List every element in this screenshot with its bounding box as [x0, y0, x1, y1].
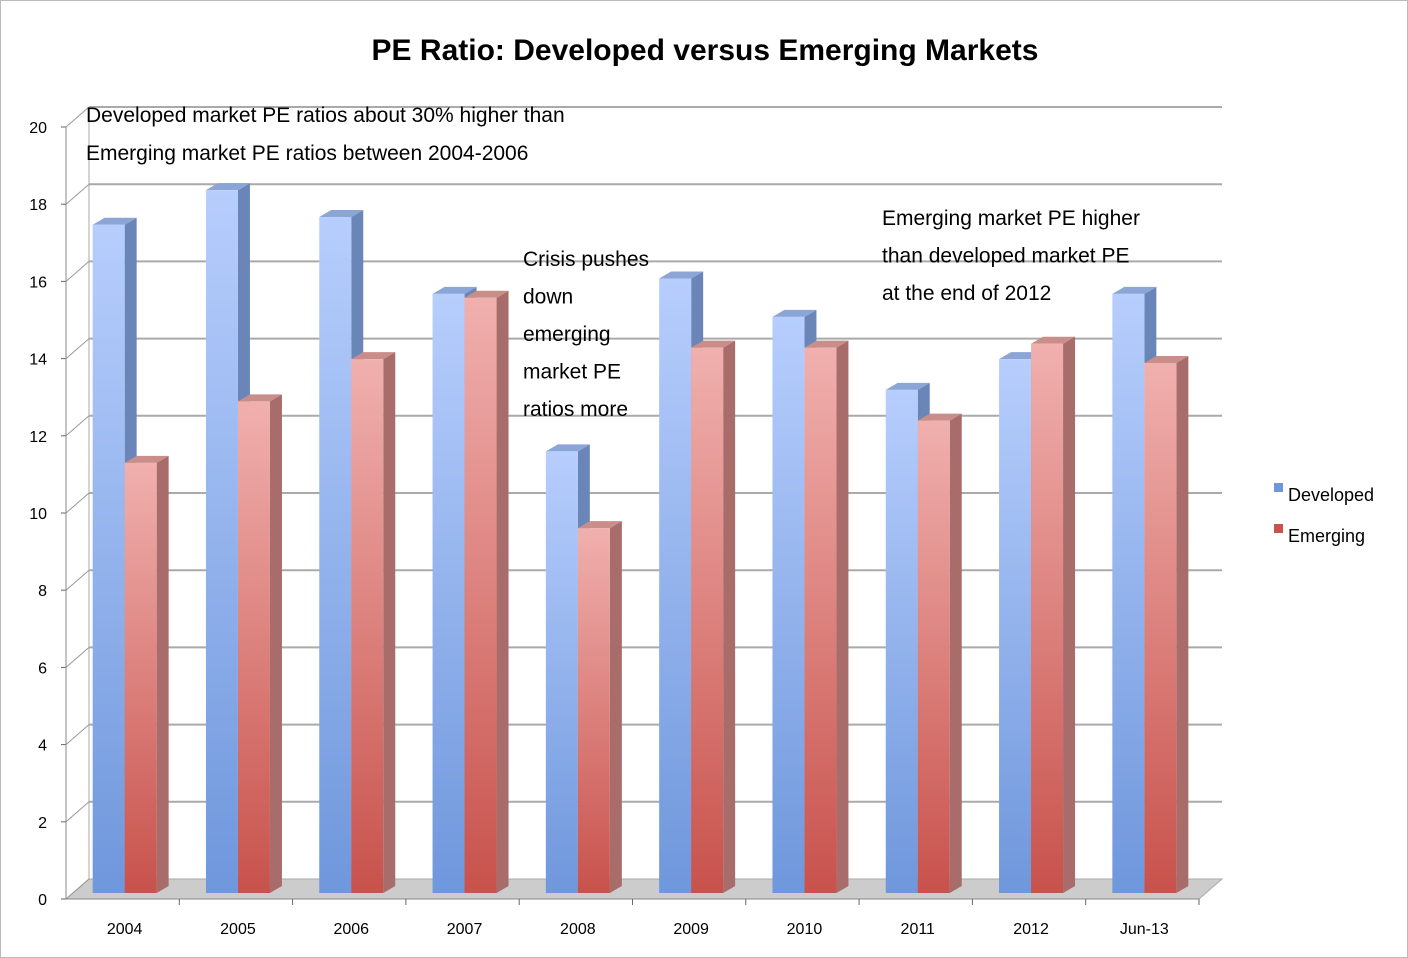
- bar-side: [836, 340, 849, 893]
- annotation: at the end of 2012: [882, 282, 1051, 305]
- gridline-side: [65, 724, 90, 745]
- bar-top: [237, 394, 282, 402]
- x-tick-label: 2010: [787, 921, 823, 938]
- gridline-side: [65, 106, 90, 128]
- bar-developed: [885, 389, 918, 893]
- bar-developed: [1112, 293, 1145, 893]
- annotation: ratios more: [523, 398, 628, 421]
- annotation: emerging: [523, 323, 611, 346]
- bar-top: [917, 413, 962, 421]
- x-tick-label: 2004: [107, 921, 143, 938]
- x-tick-label: 2009: [673, 921, 709, 938]
- bar-side: [156, 455, 169, 893]
- bar-emerging: [577, 528, 610, 893]
- bar-side: [949, 413, 962, 893]
- bar-developed: [659, 278, 692, 893]
- bar-top: [691, 340, 736, 348]
- x-tick-label: 2005: [220, 921, 256, 938]
- y-tick-label: 4: [38, 738, 47, 755]
- bar-side: [1063, 336, 1076, 893]
- y-tick-label: 10: [29, 506, 47, 523]
- y-tick-label: 6: [38, 660, 47, 677]
- y-tick-label: 8: [38, 583, 47, 600]
- y-tick-label: 16: [29, 274, 47, 291]
- legend-swatch: [1274, 524, 1283, 533]
- bar-emerging: [351, 359, 384, 893]
- bar-top: [1144, 355, 1189, 363]
- gridline-side: [65, 492, 90, 514]
- bar-side: [383, 352, 396, 893]
- annotation: than developed market PE: [882, 245, 1130, 268]
- y-tick-label: 0: [38, 892, 47, 909]
- bar-emerging: [464, 297, 497, 893]
- gridline-side: [65, 878, 90, 900]
- gridline-side: [65, 801, 90, 823]
- annotation: market PE: [523, 361, 621, 384]
- bar-top: [885, 382, 930, 390]
- bar-side: [496, 290, 509, 893]
- annotation: Crisis pushes: [523, 248, 649, 271]
- y-tick-label: 20: [29, 120, 47, 137]
- bar-top: [577, 521, 622, 529]
- bar-top: [804, 340, 849, 348]
- bar-developed: [205, 190, 238, 893]
- legend-swatch: [1274, 483, 1283, 492]
- bar-top: [772, 309, 817, 317]
- y-tick-label: 18: [29, 197, 47, 214]
- annotation: Emerging market PE ratios between 2004-2…: [86, 142, 528, 165]
- bar-developed: [432, 293, 465, 893]
- y-tick-label: 2: [38, 815, 47, 832]
- bar-emerging: [1031, 343, 1064, 893]
- y-tick-label: 14: [29, 352, 47, 369]
- bar-top: [659, 271, 704, 279]
- x-tick-label: 2008: [560, 921, 596, 938]
- chart-title: PE Ratio: Developed versus Emerging Mark…: [372, 34, 1039, 67]
- annotation: Emerging market PE higher: [882, 207, 1140, 230]
- bar-top: [464, 290, 509, 298]
- bar-developed: [772, 316, 805, 893]
- gridline-side: [65, 183, 90, 205]
- x-tick-label: 2011: [901, 921, 936, 938]
- gridline-side: [65, 338, 90, 359]
- bar-top: [1031, 336, 1076, 344]
- y-tick-label: 12: [29, 429, 47, 446]
- bar-developed: [319, 217, 352, 893]
- bar-emerging: [237, 401, 270, 893]
- bar-emerging: [691, 347, 724, 893]
- bar-top: [1112, 286, 1157, 294]
- bar-developed: [545, 451, 578, 893]
- bar-emerging: [804, 347, 837, 893]
- bar-top: [205, 183, 250, 191]
- annotation: Developed market PE ratios about 30% hig…: [86, 104, 565, 127]
- bar-side: [609, 521, 622, 893]
- bar-top: [124, 455, 169, 463]
- bar-top: [92, 217, 137, 225]
- bar-emerging: [124, 462, 157, 893]
- bar-top: [545, 444, 590, 452]
- bar-emerging: [917, 420, 950, 893]
- gridline-side: [65, 415, 90, 437]
- bar-side: [1176, 355, 1189, 893]
- annotation: down: [523, 286, 573, 309]
- x-tick-label: 2012: [1013, 921, 1049, 938]
- bar-emerging: [1144, 362, 1177, 893]
- x-tick-label: Jun-13: [1120, 921, 1169, 938]
- bar-top: [351, 352, 396, 360]
- bar-top: [319, 210, 364, 218]
- gridline-side: [65, 569, 90, 591]
- gridline-side: [65, 261, 90, 282]
- legend-label: Emerging: [1288, 526, 1365, 546]
- bar-top: [432, 286, 477, 294]
- x-tick-label: 2006: [333, 921, 369, 938]
- x-tick-label: 2007: [447, 921, 483, 938]
- bar-developed: [999, 359, 1032, 893]
- bar-developed: [92, 224, 125, 893]
- bar-side: [269, 394, 282, 893]
- bar-side: [723, 340, 736, 893]
- legend-label: Developed: [1288, 485, 1374, 505]
- gridline-side: [65, 647, 90, 668]
